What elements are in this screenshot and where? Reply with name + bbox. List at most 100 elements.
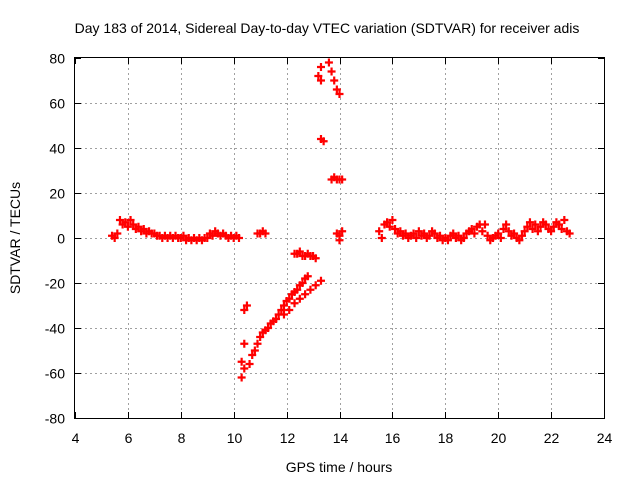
- y-tick-label: 80: [49, 51, 65, 67]
- data-point: [377, 234, 386, 242]
- data-point: [454, 231, 463, 240]
- data-point: [290, 299, 299, 308]
- series-descending-arc: [237, 272, 325, 382]
- data-point: [523, 222, 532, 231]
- data-point: [515, 236, 524, 245]
- data-point: [449, 229, 458, 238]
- data-point: [330, 76, 339, 85]
- y-tick-label: -80: [45, 411, 65, 427]
- data-point: [139, 225, 148, 233]
- data-point: [383, 218, 392, 227]
- data-point: [396, 227, 405, 236]
- data-point: [480, 220, 489, 229]
- data-point: [467, 225, 476, 233]
- data-point: [520, 227, 529, 236]
- data-point: [443, 236, 452, 245]
- data-point: [129, 220, 138, 229]
- data-point: [261, 229, 270, 238]
- data-point: [316, 63, 325, 71]
- data-point: [316, 76, 325, 85]
- data-point: [425, 231, 434, 240]
- data-point: [502, 220, 511, 229]
- data-point: [179, 231, 188, 240]
- data-point: [285, 306, 294, 314]
- data-point: [327, 67, 336, 76]
- data-point: [234, 234, 243, 242]
- data-point: [253, 339, 262, 348]
- y-tick-label: 60: [49, 96, 65, 112]
- data-point: [113, 229, 122, 238]
- data-point: [541, 220, 550, 229]
- data-point: [335, 236, 344, 245]
- data-point: [316, 276, 325, 285]
- data-point: [560, 216, 569, 224]
- data-point: [375, 227, 384, 236]
- x-tick-label: 18: [438, 430, 454, 446]
- data-point: [295, 294, 304, 303]
- y-tick-labels: -80 -60 -40 -20 0 20 40 60 80: [45, 51, 65, 427]
- y-axis-label: SDTVAR / TECUs: [7, 182, 23, 294]
- data-point: [293, 285, 302, 294]
- axis-ticks: [75, 58, 605, 419]
- data-point: [115, 216, 124, 224]
- x-tick-label: 6: [125, 430, 133, 446]
- data-point: [134, 222, 143, 231]
- data-point: [412, 234, 421, 242]
- data-point: [496, 234, 505, 242]
- data-point: [264, 324, 273, 332]
- data-point: [483, 231, 492, 240]
- data-point: [279, 310, 288, 319]
- data-point: [459, 234, 468, 242]
- data-point: [250, 346, 259, 355]
- y-tick-label: -40: [45, 321, 65, 337]
- data-point: [525, 218, 534, 227]
- data-point: [240, 339, 249, 348]
- data-point: [277, 306, 286, 314]
- data-point: [311, 254, 320, 263]
- data-point: [324, 58, 333, 67]
- data-point: [301, 290, 310, 299]
- data-point: [470, 229, 479, 238]
- x-tick-label: 8: [178, 430, 186, 446]
- data-point: [295, 247, 304, 256]
- data-point: [126, 216, 135, 224]
- data-point: [242, 301, 251, 310]
- plot-frame: [74, 57, 605, 419]
- data-point: [338, 175, 347, 184]
- data-point: [121, 218, 130, 227]
- x-tick-label: 22: [544, 430, 560, 446]
- data-point: [549, 222, 558, 231]
- data-point: [533, 227, 542, 236]
- data-point: [272, 315, 281, 323]
- data-point: [279, 301, 288, 310]
- x-axis-label: GPS time / hours: [286, 459, 393, 475]
- y-tick-label: 0: [57, 231, 65, 247]
- data-point: [237, 357, 246, 366]
- x-tick-label: 12: [280, 430, 296, 446]
- data-point: [565, 229, 574, 238]
- data-point: [401, 229, 410, 238]
- data-point: [285, 294, 294, 303]
- data-point: [391, 225, 400, 233]
- data-point: [335, 90, 344, 98]
- data-point: [528, 225, 537, 233]
- data-point: [314, 72, 323, 80]
- x-tick-label: 16: [385, 430, 401, 446]
- data-point: [536, 222, 545, 231]
- data-point: [311, 281, 320, 290]
- x-tick-labels: 4 6 8 10 12 14 16 18 20 22 24: [72, 430, 613, 446]
- x-tick-label: 14: [333, 430, 349, 446]
- data-point: [409, 229, 418, 238]
- data-point: [319, 137, 328, 146]
- data-point: [494, 229, 503, 238]
- data-point: [420, 229, 429, 238]
- y-tick-label: -20: [45, 276, 65, 292]
- x-tick-label: 20: [491, 430, 507, 446]
- data-point: [430, 229, 439, 238]
- data-point: [332, 85, 341, 94]
- data-point: [555, 220, 564, 229]
- y-tick-label: 40: [49, 141, 65, 157]
- data-point: [203, 234, 212, 242]
- data-point: [245, 360, 254, 368]
